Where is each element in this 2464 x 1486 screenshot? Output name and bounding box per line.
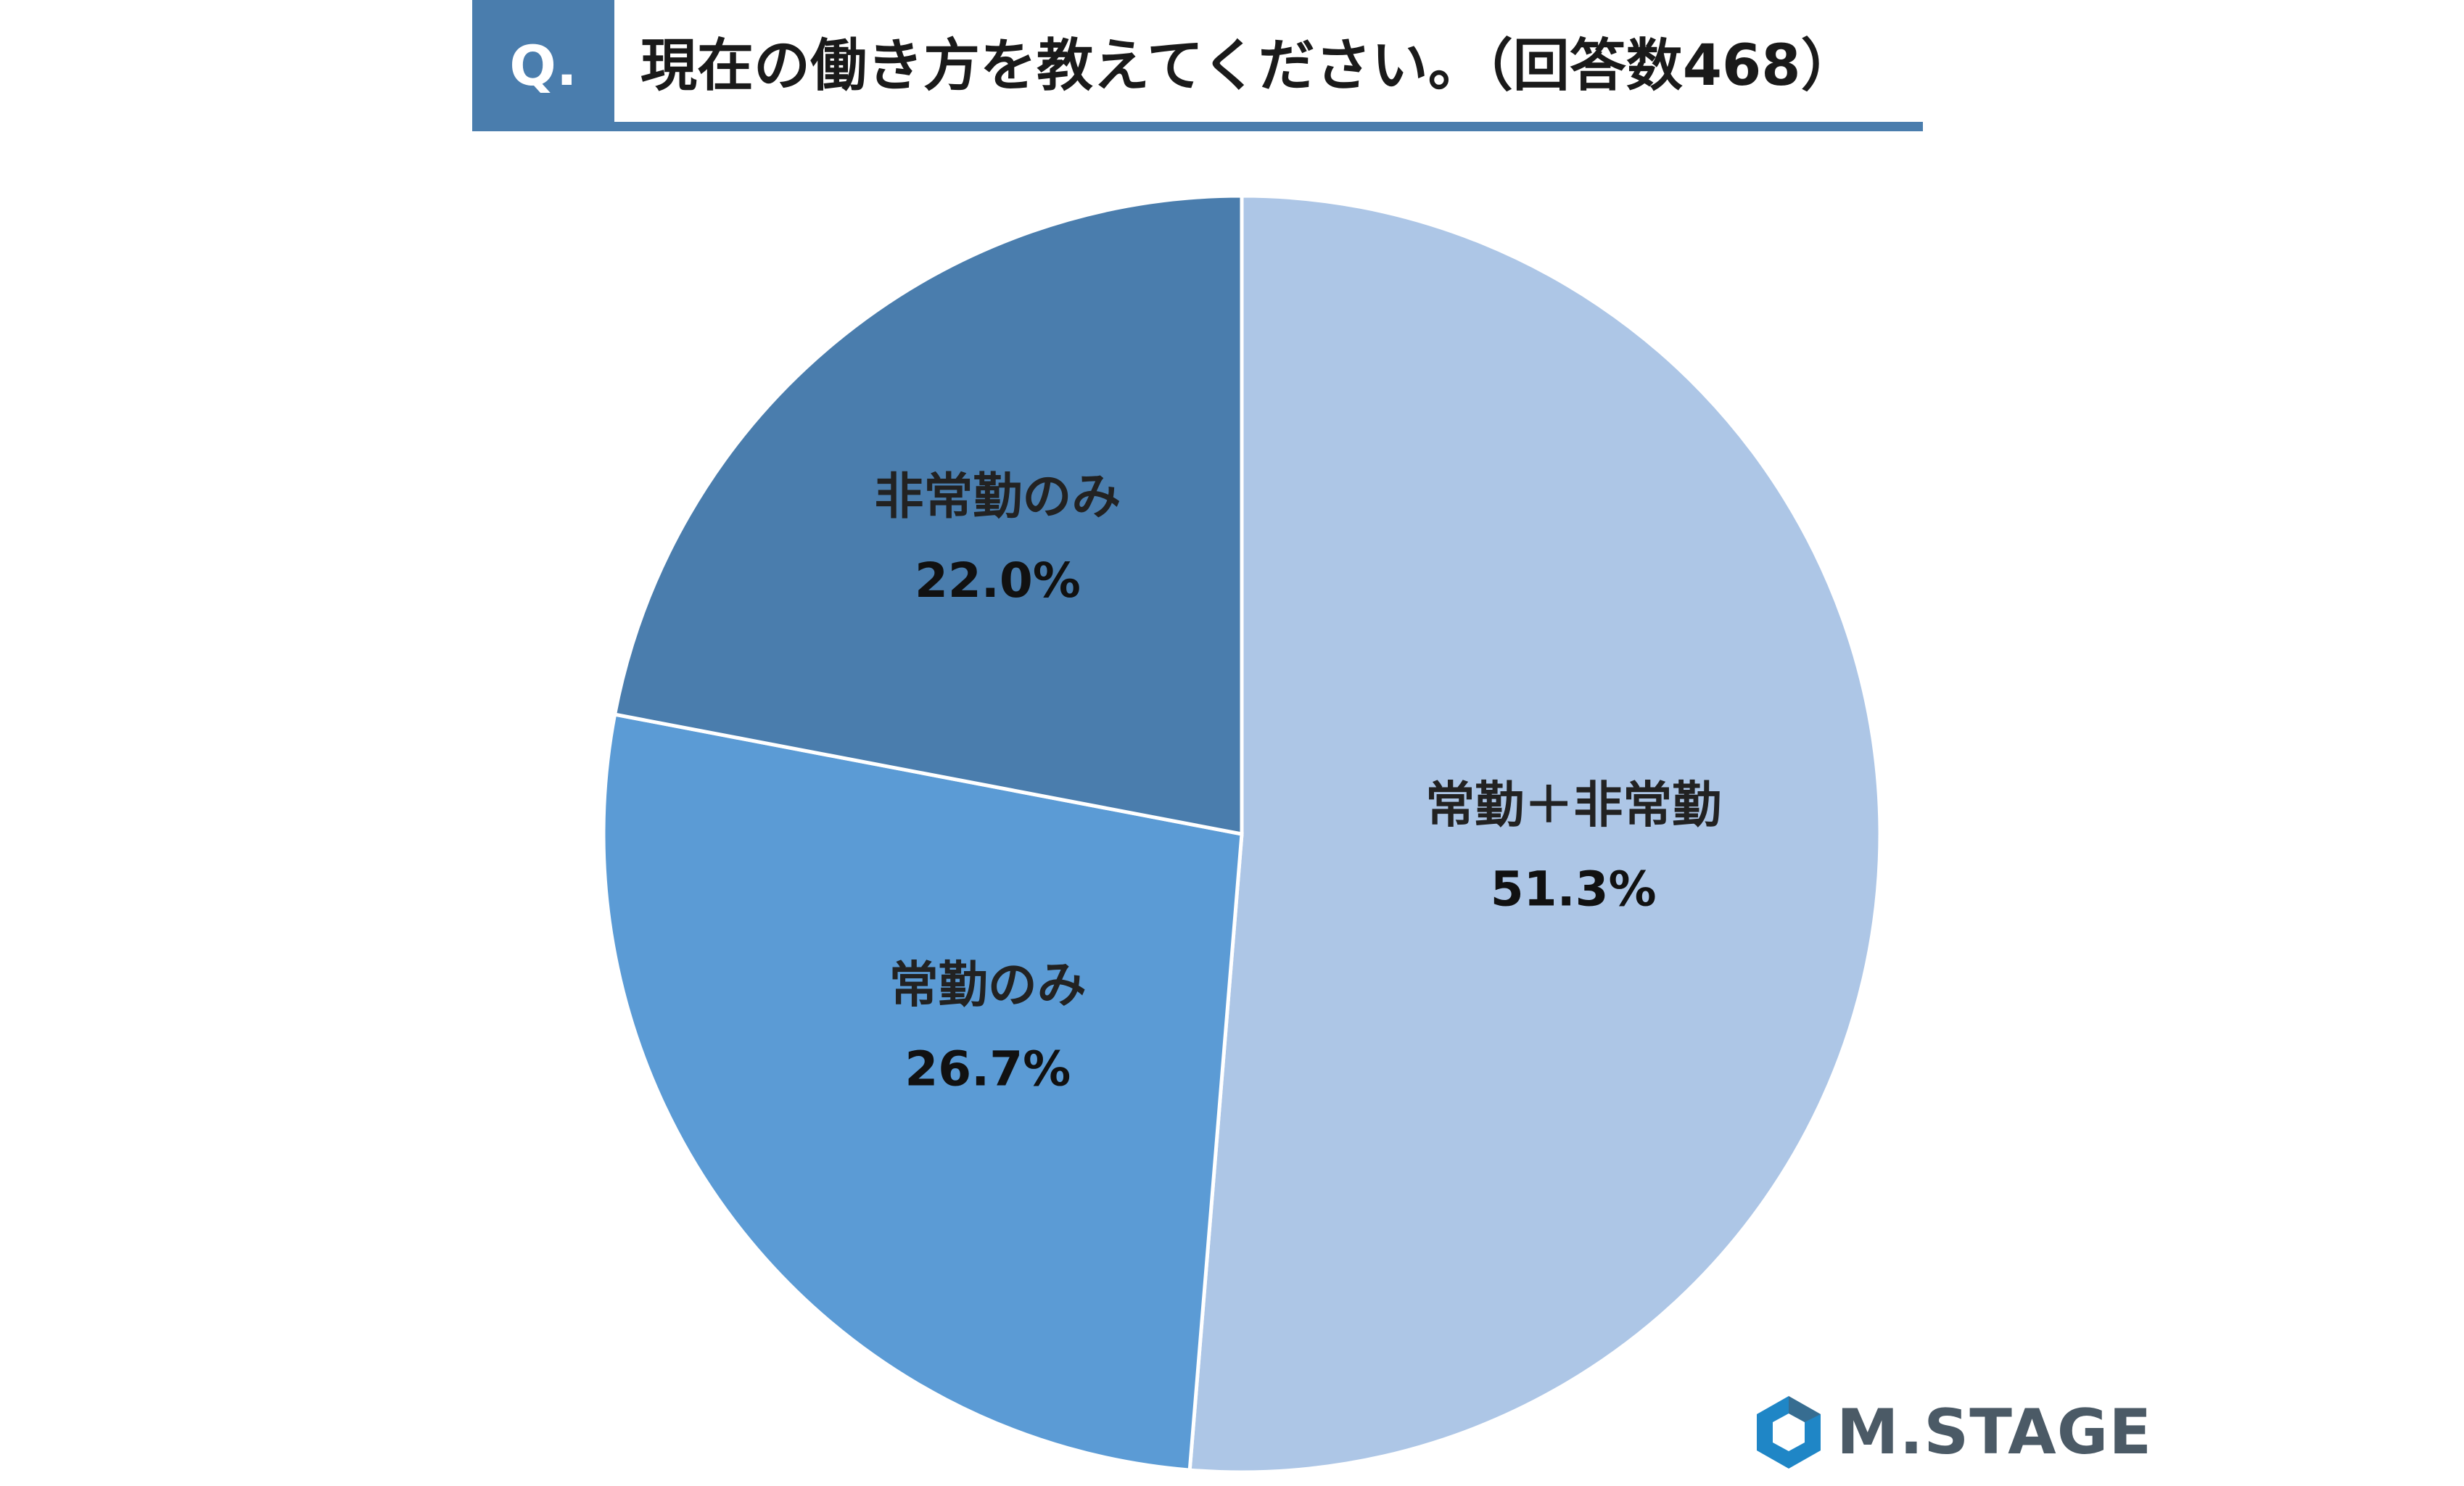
question-header: Q. 現在の働き方を教えてください。（回答数468） bbox=[472, 0, 1923, 131]
slice-value: 51.3% bbox=[1491, 862, 1657, 917]
slice-value: 22.0% bbox=[915, 553, 1081, 608]
logo-text: M.STAGE bbox=[1837, 1396, 2153, 1469]
pie-slice bbox=[1187, 194, 1882, 1474]
slice-label: 常勤のみ bbox=[889, 957, 1087, 1014]
slice-label: 常勤＋非常勤 bbox=[1425, 777, 1721, 835]
hexagon-logo-icon bbox=[1757, 1396, 1821, 1469]
pie-slice bbox=[601, 712, 1244, 1472]
question-title: 現在の働き方を教えてください。（回答数468） bbox=[640, 33, 1858, 99]
pie-slices bbox=[601, 194, 1882, 1474]
brand-logo: M.STAGE bbox=[1754, 1392, 2152, 1472]
pie-labels: 常勤＋非常勤 51.3% 常勤のみ 26.7% 非常勤のみ 22.0% bbox=[874, 468, 1721, 1097]
header-underline bbox=[614, 122, 1923, 131]
slice-value: 26.7% bbox=[905, 1041, 1071, 1097]
pie-slice bbox=[612, 194, 1244, 837]
slice-label: 非常勤のみ bbox=[874, 468, 1121, 526]
question-badge: Q. bbox=[472, 0, 614, 131]
